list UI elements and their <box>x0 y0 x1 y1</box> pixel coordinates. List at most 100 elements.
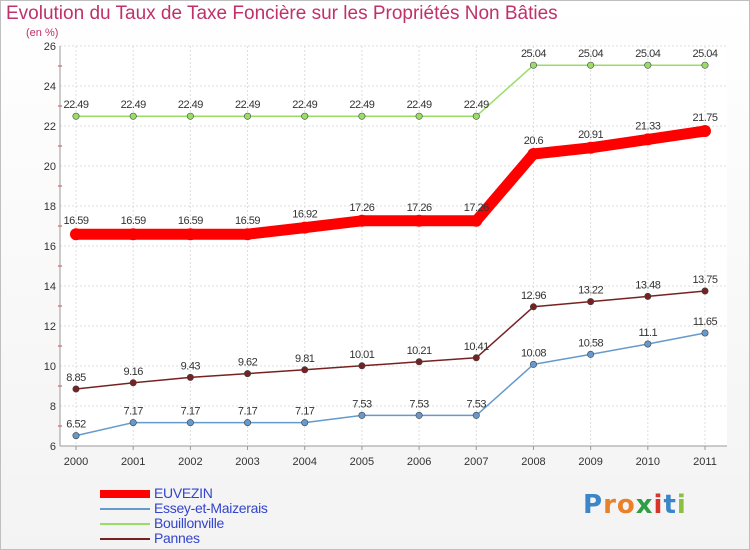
data-point <box>241 228 254 241</box>
x-tick-label: 2003 <box>235 456 259 468</box>
data-label: 7.17 <box>238 406 258 418</box>
x-tick-label: 2010 <box>636 456 660 468</box>
y-tick-label: 8 <box>50 401 56 413</box>
data-point <box>129 379 137 387</box>
data-label: 22.49 <box>121 99 146 111</box>
series-line <box>75 290 706 390</box>
x-tick-label: 2005 <box>350 456 374 468</box>
data-point <box>244 112 252 120</box>
data-point <box>72 432 80 440</box>
data-label: 13.75 <box>692 274 717 286</box>
y-tick-label: 6 <box>50 441 56 453</box>
legend-label: EUVEZIN <box>154 485 213 501</box>
x-tick-label: 2008 <box>521 456 545 468</box>
data-label: 20.6 <box>524 135 544 147</box>
series-line <box>70 125 711 240</box>
data-point <box>529 61 537 69</box>
data-label: 22.49 <box>292 99 317 111</box>
data-point <box>298 221 311 234</box>
data-label: 25.04 <box>578 48 603 60</box>
logo-letter: x <box>635 490 654 520</box>
data-point <box>358 411 366 419</box>
legend-swatch <box>100 523 150 525</box>
data-label: 21.75 <box>692 112 717 124</box>
data-point <box>527 148 540 160</box>
x-tick-label: 2000 <box>64 456 88 468</box>
data-label: 25.04 <box>635 48 660 60</box>
data-point <box>358 362 366 370</box>
x-tick-label: 2011 <box>693 456 717 468</box>
data-point <box>470 214 483 227</box>
logo-letter: P <box>583 490 604 520</box>
data-point <box>186 112 194 120</box>
y-tick-label: 18 <box>44 201 56 213</box>
data-point <box>186 373 194 381</box>
chart-subtitle: (en %) <box>26 27 59 39</box>
data-label: 16.59 <box>63 215 88 227</box>
y-tick-label: 14 <box>44 281 56 293</box>
data-label: 9.43 <box>181 360 201 372</box>
x-tick-label: 2001 <box>121 456 145 468</box>
data-label: 10.41 <box>464 341 489 353</box>
y-tick-label: 16 <box>44 241 56 253</box>
data-point <box>413 214 426 227</box>
data-point <box>358 112 366 120</box>
data-point <box>72 112 80 120</box>
data-label: 17.26 <box>349 202 374 214</box>
data-label: 11.1 <box>639 327 658 339</box>
data-label: 12.96 <box>521 290 546 302</box>
data-label: 16.59 <box>235 215 260 227</box>
data-label: 22.49 <box>407 99 432 111</box>
data-point <box>529 360 537 368</box>
logo-letter: i <box>676 490 687 520</box>
data-label: 9.62 <box>238 357 258 369</box>
data-point <box>186 419 194 427</box>
data-label: 17.26 <box>407 202 432 214</box>
legend-swatch <box>100 538 150 540</box>
data-point <box>415 112 423 120</box>
data-point <box>415 411 423 419</box>
data-point <box>701 287 709 295</box>
y-tick-label: 24 <box>44 81 56 93</box>
legend-swatch <box>100 490 150 498</box>
data-point <box>72 385 80 393</box>
legend-label: Bouillonville <box>154 515 225 531</box>
data-point <box>641 133 654 146</box>
y-tick-label: 10 <box>44 361 56 373</box>
data-point <box>701 329 709 337</box>
data-point <box>644 61 652 69</box>
data-label: 16.92 <box>292 209 317 221</box>
series-line <box>75 332 706 437</box>
data-point <box>415 358 423 366</box>
data-point <box>129 419 137 427</box>
data-point <box>244 370 252 378</box>
data-label: 10.58 <box>578 337 603 349</box>
data-label: 22.49 <box>63 99 88 111</box>
chart-title: Evolution du Taux de Taxe Foncière sur l… <box>6 3 558 24</box>
legend-label: Essey-et-Maizerais <box>154 500 268 516</box>
data-label: 16.59 <box>121 215 146 227</box>
data-point <box>244 419 252 427</box>
data-label: 21.33 <box>635 120 660 132</box>
data-label: 8.85 <box>66 372 86 384</box>
data-point <box>644 292 652 300</box>
series-line <box>75 64 706 117</box>
legend-label: Pannes <box>154 530 200 546</box>
data-point <box>587 350 595 358</box>
data-label: 17.26 <box>464 202 489 214</box>
data-point <box>70 228 82 241</box>
x-tick-label: 2006 <box>407 456 431 468</box>
data-label: 10.01 <box>349 349 374 361</box>
data-point <box>184 228 197 241</box>
data-point <box>129 112 137 120</box>
data-label: 7.17 <box>123 406 143 418</box>
data-label: 13.48 <box>635 279 660 291</box>
data-label: 11.65 <box>693 316 718 328</box>
data-label: 9.16 <box>123 366 143 378</box>
data-label: 16.59 <box>178 215 203 227</box>
data-label: 9.81 <box>295 353 315 365</box>
data-label: 25.04 <box>521 48 546 60</box>
data-label: 20.91 <box>578 129 603 141</box>
y-tick-label: 26 <box>44 41 56 53</box>
data-label: 22.49 <box>235 99 260 111</box>
